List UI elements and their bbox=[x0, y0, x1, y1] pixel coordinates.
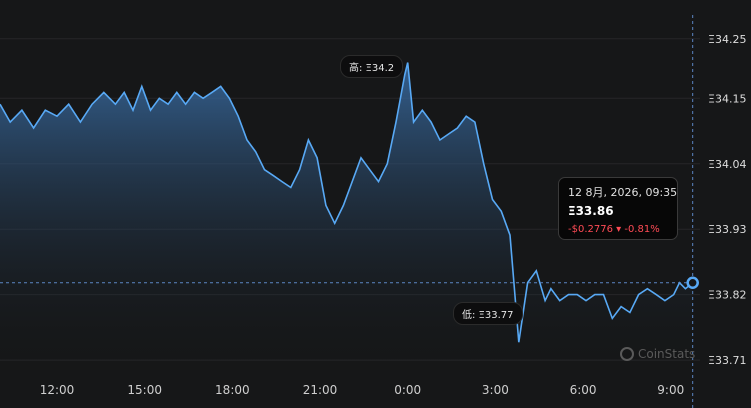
y-tick-label: Ξ33.71 bbox=[708, 354, 746, 367]
x-axis: 12:00 15:00 18:00 21:00 0:00 3:00 6:00 9:00 bbox=[40, 383, 685, 397]
price-line bbox=[0, 62, 694, 343]
low-label: 低: Ξ33.77 bbox=[453, 302, 523, 325]
hover-point[interactable] bbox=[686, 276, 699, 289]
x-tick-label: 15:00 bbox=[127, 383, 162, 397]
x-tick-label: 0:00 bbox=[394, 383, 421, 397]
y-tick-label: Ξ33.82 bbox=[708, 289, 746, 302]
y-tick-label: Ξ33.93 bbox=[708, 223, 746, 236]
tooltip-change: -$0.2776 ▾ -0.81% bbox=[568, 224, 660, 235]
x-tick-label: 6:00 bbox=[570, 383, 597, 397]
x-tick-label: 9:00 bbox=[657, 383, 684, 397]
x-tick-label: 18:00 bbox=[215, 383, 250, 397]
price-tooltip: 12 8月, 2026, 09:35 Ξ33.86 -$0.2776 ▾ -0.… bbox=[558, 177, 678, 240]
y-tick-label: Ξ34.04 bbox=[708, 158, 746, 171]
y-tick-label: Ξ34.25 bbox=[708, 33, 746, 46]
coinstats-logo-icon bbox=[620, 347, 634, 361]
price-area bbox=[0, 62, 693, 372]
high-label: 高: Ξ34.2 bbox=[340, 55, 404, 78]
x-tick-label: 21:00 bbox=[303, 383, 338, 397]
tooltip-date: 12 8月, 2026, 09:35 bbox=[568, 186, 678, 199]
x-tick-label: 3:00 bbox=[482, 383, 509, 397]
y-axis: Ξ34.25 Ξ34.15 Ξ34.04 Ξ33.93 Ξ33.82 Ξ33.71 bbox=[708, 33, 746, 367]
tooltip-price: Ξ33.86 bbox=[568, 204, 614, 218]
x-tick-label: 12:00 bbox=[40, 383, 75, 397]
y-tick-label: Ξ34.15 bbox=[708, 92, 746, 105]
watermark-text: CoinStats bbox=[638, 347, 696, 361]
watermark: CoinStats bbox=[620, 347, 695, 361]
